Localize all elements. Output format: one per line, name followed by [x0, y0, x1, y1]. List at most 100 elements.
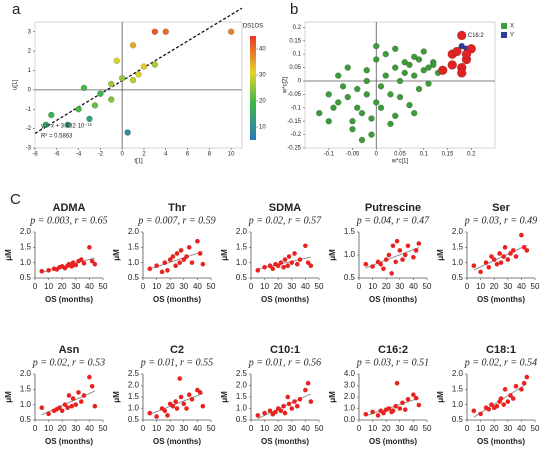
point [363, 91, 370, 98]
point [325, 91, 332, 98]
point [330, 104, 337, 111]
y-tick-label: 0.5 [128, 415, 140, 424]
point [397, 406, 403, 411]
chart-title: Asn [59, 344, 80, 356]
point [370, 264, 375, 269]
point [46, 268, 51, 273]
point [452, 46, 462, 57]
colorbar-tick-label: 40 [259, 47, 266, 53]
point [62, 402, 68, 407]
x-axis-label: w*c[1] [391, 159, 409, 165]
point [285, 394, 291, 400]
point [501, 402, 507, 407]
x-tick-label: 20 [58, 424, 67, 433]
point [135, 71, 142, 78]
x-tick-label: 10 [152, 424, 161, 433]
point [286, 401, 292, 407]
point [297, 397, 303, 402]
point [382, 50, 389, 58]
panel-label: C [10, 191, 21, 208]
point [303, 243, 308, 249]
point [368, 115, 375, 122]
legend-swatch [501, 32, 507, 38]
point [147, 266, 153, 272]
point [413, 248, 419, 253]
y-axis-label: μM [436, 391, 445, 403]
point [165, 268, 170, 273]
point [316, 109, 323, 117]
y-tick-label: -3 [26, 146, 32, 152]
point [502, 387, 508, 392]
point [392, 112, 399, 120]
x-tick-label: 0 [141, 424, 146, 433]
point [354, 85, 361, 93]
point [413, 395, 419, 401]
point [358, 109, 366, 117]
colorbar-tick-label: 10 [259, 125, 266, 131]
point [524, 374, 530, 380]
y-tick-label: -2 [26, 126, 32, 132]
point [178, 394, 184, 400]
point [285, 263, 291, 269]
point [349, 117, 356, 125]
point [501, 254, 507, 259]
x-tick-label: 50 [207, 424, 216, 433]
point [363, 77, 370, 85]
point [91, 102, 99, 109]
point [383, 257, 389, 262]
point [303, 387, 308, 393]
point [363, 67, 370, 74]
point [489, 402, 494, 407]
annotation: y = x + 3.432·10⁻¹⁶ [41, 123, 93, 130]
point [457, 68, 467, 78]
point [494, 261, 500, 267]
point [489, 254, 494, 259]
point [200, 261, 206, 267]
x-tick-label: 30 [395, 424, 404, 433]
y-tick-label: 1 [28, 68, 32, 74]
point [370, 409, 375, 415]
legend-label: X [510, 24, 514, 30]
x-tick-label: 40 [301, 424, 310, 433]
x-axis-label: OS (months) [477, 295, 525, 304]
point [255, 268, 261, 273]
y-tick-label: 0.5 [344, 273, 356, 282]
point [92, 403, 98, 409]
y-axis-label: μM [112, 391, 121, 403]
point [177, 260, 183, 265]
point [286, 254, 292, 259]
y-tick-label: 1.0 [236, 404, 248, 413]
x-axis-label: OS (months) [45, 295, 93, 304]
x-tick-label: 10 [260, 424, 269, 433]
point [308, 263, 314, 269]
y-axis-label: μM [328, 249, 337, 261]
y-tick-label: 0 [28, 87, 32, 93]
point [394, 380, 400, 386]
x-tick-label: 0 [357, 424, 362, 433]
point [118, 75, 126, 82]
point [393, 259, 399, 265]
y-tick-label: 0.5 [128, 273, 140, 282]
point [339, 83, 347, 90]
point [87, 245, 92, 250]
point [87, 374, 92, 380]
trend-line [149, 393, 204, 415]
point [81, 393, 87, 398]
point [381, 410, 386, 416]
x-tick-label: 30 [287, 282, 296, 291]
point [420, 67, 427, 74]
point [80, 84, 88, 92]
y-tick-label: 0.5 [452, 415, 464, 424]
x-tick-label: -8 [32, 152, 38, 158]
point [39, 268, 45, 274]
x-tick-label: 0 [120, 152, 124, 158]
x-tick-label: 0.1 [420, 152, 429, 158]
point [508, 393, 513, 398]
y-tick-label: 4.0 [344, 369, 356, 378]
y-tick-label: 2.0 [20, 369, 32, 378]
point [97, 90, 104, 97]
annotation: p = 0.03, r = 0.49 [464, 215, 537, 226]
point [363, 411, 369, 417]
point [174, 406, 180, 411]
point [368, 131, 375, 138]
